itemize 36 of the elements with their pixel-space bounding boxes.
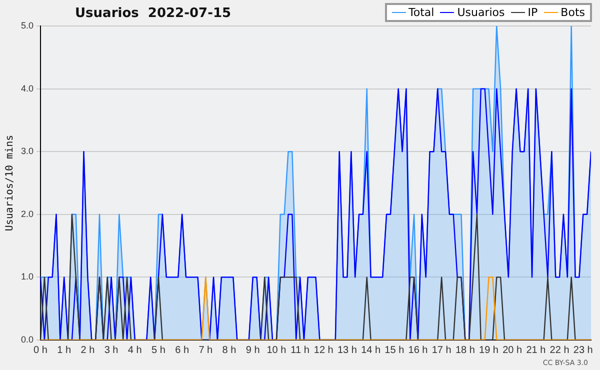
x-tick-label: 22 h (550, 344, 570, 356)
x-tick-label: 5 h (152, 344, 166, 356)
x-tick-label: 15 h (384, 344, 404, 356)
x-tick-label: 6 h (175, 344, 190, 356)
x-tick-label: 7 h (198, 344, 213, 356)
legend-label: Bots (560, 6, 585, 19)
x-tick-label: 1 h (57, 344, 72, 356)
y-tick-label: 2.0 (20, 208, 34, 219)
x-tick-label: 4 h (128, 344, 142, 356)
x-tick-label: 13 h (337, 344, 357, 356)
y-axis-title: Usuarios/10 mins (4, 134, 16, 232)
y-tick-label: 5.0 (20, 20, 34, 30)
legend-label: IP (528, 6, 538, 19)
chart-title: Usuarios 2022-07-15 (75, 6, 232, 21)
x-tick-label: 14 h (361, 344, 381, 356)
y-tick-label: 0.0 (20, 334, 34, 344)
y-tick-label: 1.0 (20, 272, 34, 282)
x-tick-label: 20 h (502, 344, 522, 356)
x-tick-label: 21 h (526, 344, 546, 356)
x-tick-label: 3 h (104, 344, 118, 356)
y-tick-label: 3.0 (20, 146, 34, 156)
x-tick-label: 8 h (222, 344, 236, 356)
x-tick-label: 9 h (246, 344, 260, 356)
x-tick-label: 18 h (455, 344, 475, 356)
x-tick-label: 10 h (266, 344, 286, 356)
x-tick-label: 17 h (432, 344, 452, 356)
y-tick-label: 4.0 (20, 83, 34, 94)
x-tick-label: 2 h (80, 344, 95, 356)
x-tick-label: 19 h (479, 344, 498, 356)
x-tick-label: 11 h (290, 344, 310, 356)
legend-label: Total (408, 6, 434, 19)
x-tick-label: 12 h (314, 344, 334, 356)
x-tick-label: 23 h (573, 344, 593, 356)
x-tick-label: 0 h (34, 344, 48, 356)
x-tick-label: 16 h (408, 344, 428, 356)
legend-label: Usuarios (457, 6, 505, 19)
